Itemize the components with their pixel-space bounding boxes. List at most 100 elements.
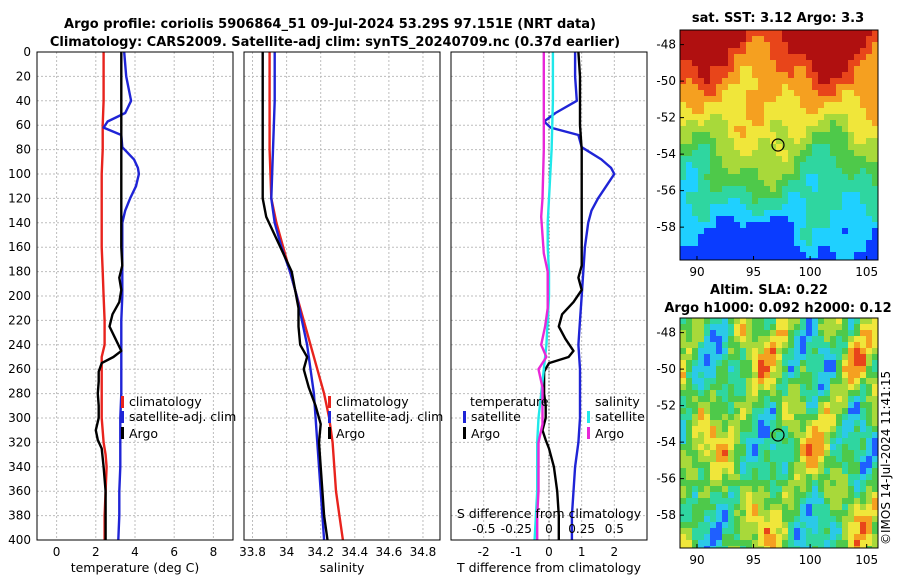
- heatmap-cell: [704, 150, 710, 156]
- heatmap-cell: [710, 180, 716, 186]
- heatmap-cell: [728, 174, 734, 180]
- heatmap-cell: [698, 324, 704, 330]
- heatmap-cell: [758, 252, 764, 258]
- heatmap-cell: [842, 474, 848, 480]
- heatmap-cell: [680, 114, 686, 120]
- heatmap-cell: [680, 120, 686, 126]
- heatmap-cell: [770, 462, 776, 468]
- heatmap-cell: [788, 144, 794, 150]
- heatmap-cell: [704, 372, 710, 378]
- legend-label-climatology: climatology: [336, 394, 409, 409]
- heatmap-cell: [872, 384, 878, 390]
- heatmap-cell: [842, 126, 848, 132]
- temperature-panel: 0204060801001201401601802002202402602803…: [8, 45, 236, 575]
- heatmap-cell: [848, 486, 854, 492]
- series-line-satellite: [542, 52, 616, 540]
- heatmap-cell: [734, 366, 740, 372]
- heatmap-cell: [788, 132, 794, 138]
- heatmap-cell: [746, 72, 752, 78]
- heatmap-cell: [854, 90, 860, 96]
- sla-map-lon-ticks: 90 95 100 105: [689, 544, 878, 567]
- heatmap-cell: [830, 258, 836, 260]
- heatmap-cell: [842, 444, 848, 450]
- heatmap-cell: [692, 402, 698, 408]
- heatmap-cell: [770, 84, 776, 90]
- heatmap-cell: [866, 84, 872, 90]
- heatmap-cell: [722, 432, 728, 438]
- lon-tick-label: 105: [855, 265, 878, 279]
- heatmap-cell: [692, 528, 698, 534]
- heatmap-cell: [812, 516, 818, 522]
- heatmap-cell: [752, 330, 758, 336]
- heatmap-cell: [842, 516, 848, 522]
- heatmap-cell: [770, 42, 776, 48]
- heatmap-cell: [764, 30, 770, 36]
- heatmap-cell: [698, 36, 704, 42]
- heatmap-cell: [770, 396, 776, 402]
- heatmap-cell: [686, 60, 692, 66]
- heatmap-cell: [776, 102, 782, 108]
- heatmap-cell: [686, 246, 692, 252]
- heatmap-cell: [728, 240, 734, 246]
- heatmap-cell: [812, 120, 818, 126]
- heatmap-cell: [842, 84, 848, 90]
- heatmap-cell: [830, 336, 836, 342]
- heatmap-cell: [752, 162, 758, 168]
- heatmap-cell: [824, 318, 830, 324]
- heatmap-cell: [752, 372, 758, 378]
- heatmap-cell: [686, 390, 692, 396]
- heatmap-cell: [812, 126, 818, 132]
- heatmap-cell: [686, 540, 692, 546]
- heatmap-cell: [794, 138, 800, 144]
- heatmap-cell: [794, 318, 800, 324]
- x-tick-label: 6: [170, 545, 178, 559]
- heatmap-cell: [794, 234, 800, 240]
- heatmap-cell: [824, 420, 830, 426]
- legend-label-s-argo: Argo: [595, 426, 624, 441]
- heatmap-cell: [686, 216, 692, 222]
- heatmap-cell: [680, 228, 686, 234]
- heatmap-cell: [866, 486, 872, 492]
- heatmap-cell: [716, 366, 722, 372]
- heatmap-cell: [824, 480, 830, 486]
- heatmap-cell: [836, 342, 842, 348]
- heatmap-cell: [698, 378, 704, 384]
- heatmap-cell: [818, 390, 824, 396]
- heatmap-cell: [842, 348, 848, 354]
- heatmap-cell: [854, 462, 860, 468]
- heatmap-cell: [740, 204, 746, 210]
- heatmap-cell: [788, 234, 794, 240]
- heatmap-cell: [734, 378, 740, 384]
- heatmap-cell: [812, 258, 818, 260]
- heatmap-cell: [782, 102, 788, 108]
- heatmap-cell: [722, 444, 728, 450]
- heatmap-cell: [788, 360, 794, 366]
- heatmap-cell: [734, 30, 740, 36]
- heatmap-cell: [866, 72, 872, 78]
- heatmap-cell: [752, 516, 758, 522]
- heatmap-cell: [722, 546, 728, 548]
- heatmap-cell: [680, 420, 686, 426]
- heatmap-cell: [722, 198, 728, 204]
- heatmap-cell: [788, 330, 794, 336]
- heatmap-cell: [722, 354, 728, 360]
- heatmap-cell: [746, 390, 752, 396]
- heatmap-cell: [848, 498, 854, 504]
- heatmap-cell: [764, 210, 770, 216]
- heatmap-cell: [860, 216, 866, 222]
- heatmap-cell: [776, 546, 782, 548]
- heatmap-cell: [818, 318, 824, 324]
- heatmap-cell: [716, 324, 722, 330]
- heatmap-cell: [728, 102, 734, 108]
- heatmap-cell: [866, 366, 872, 372]
- heatmap-cell: [848, 246, 854, 252]
- heatmap-cell: [722, 384, 728, 390]
- heatmap-cell: [680, 90, 686, 96]
- heatmap-cell: [872, 546, 878, 548]
- heatmap-cell: [710, 216, 716, 222]
- heatmap-cell: [710, 420, 716, 426]
- heatmap-cell: [680, 534, 686, 540]
- heatmap-cell: [866, 438, 872, 444]
- heatmap-cell: [806, 252, 812, 258]
- heatmap-cell: [854, 228, 860, 234]
